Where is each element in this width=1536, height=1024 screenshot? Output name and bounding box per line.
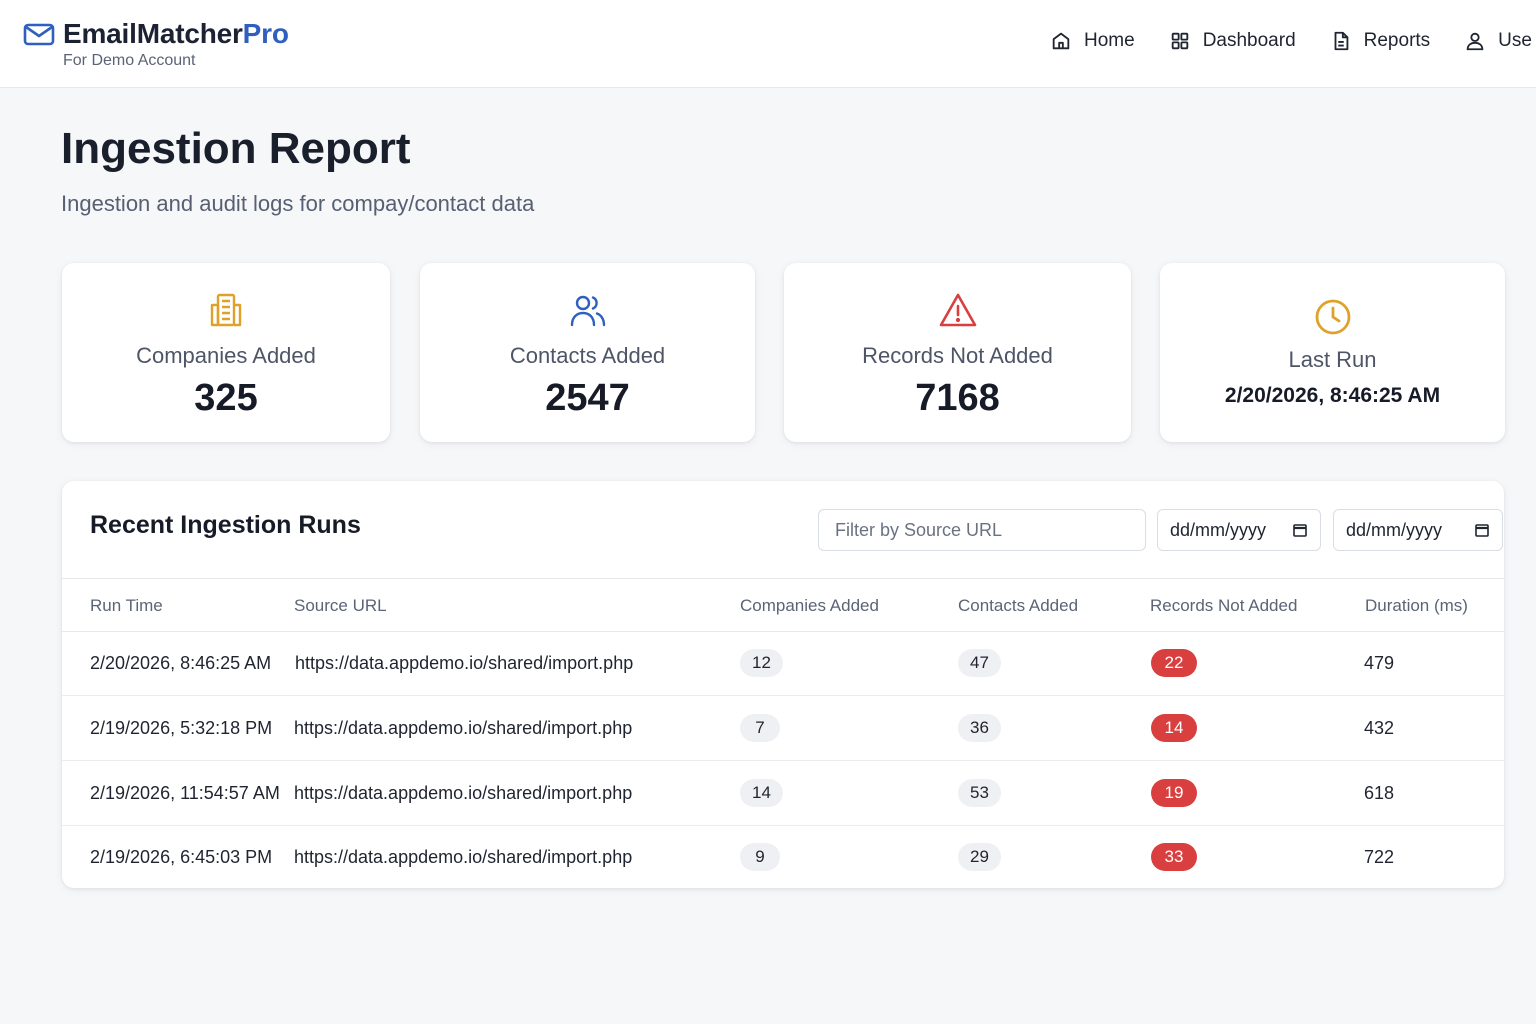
contacts-added-badge: 47 [958,649,1001,677]
source-url-cell: https://data.appdemo.io/shared/import.ph… [294,783,633,803]
column-header-run-time[interactable]: Run Time [90,596,163,615]
stat-card-last-run: Last Run 2/20/2026, 8:46:25 AM [1160,263,1505,442]
page-title: Ingestion Report [61,124,411,173]
contacts-added-badge: 36 [958,714,1001,742]
grid-icon [1171,32,1188,50]
run-time-cell: 2/20/2026, 8:46:25 AM [90,653,272,673]
date-to-value: dd/mm/yyyy [1346,519,1443,540]
nav-label-reports: Reports [1363,30,1431,51]
table-header: Run Time Source URL Companies Added Cont… [62,578,1504,632]
users-icon [570,295,605,327]
date-to-input[interactable]: dd/mm/yyyy [1333,509,1503,551]
date-from-value: dd/mm/yyyy [1170,519,1267,540]
run-time-cell: 2/19/2026, 6:45:03 PM [90,847,273,867]
brand-name: EmailMatcherPro [63,18,289,49]
duration-cell: 479 [1364,653,1395,673]
home-icon [1052,32,1070,50]
records-not-added-badge: 22 [1151,649,1197,677]
table-row[interactable]: 2/20/2026, 8:46:25 AM https://data.appde… [62,632,1504,696]
duration-cell: 432 [1364,718,1395,738]
column-header-companies-added[interactable]: Companies Added [740,596,879,615]
column-header-source-url[interactable]: Source URL [294,596,387,615]
clock-icon [1315,299,1350,335]
panel-title: Recent Ingestion Runs [90,511,361,539]
nav-label-dashboard: Dashboard [1202,30,1296,51]
main-nav: Home Dashboard Reports Use [1050,30,1536,52]
run-time-cell: 2/19/2026, 11:54:57 AM [90,783,280,803]
stat-card-contacts: Contacts Added 2547 [420,263,755,442]
column-header-contacts-added[interactable]: Contacts Added [958,596,1079,615]
companies-added-badge: 12 [740,649,783,677]
contacts-added-badge: 53 [958,779,1001,807]
building-icon [210,293,242,327]
source-url-filter-placeholder: Filter by Source URL [835,519,1003,540]
nav-item-reports[interactable]: Reports [1330,30,1431,52]
duration-cell: 722 [1364,847,1395,867]
companies-added-badge: 14 [740,779,783,807]
page-subtitle: Ingestion and audit logs for compay/cont… [61,191,535,216]
stat-label-last-run: Last Run [1288,347,1377,372]
source-url-cell: https://data.appdemo.io/shared/import.ph… [294,847,633,867]
stat-label-records-not-added: Records Not Added [862,343,1053,368]
nav-item-dashboard[interactable]: Dashboard [1169,30,1296,52]
records-not-added-badge: 33 [1151,843,1197,871]
nav-item-user[interactable]: Use [1464,30,1532,52]
stat-card-companies: Companies Added 325 [62,263,390,442]
brand[interactable]: EmailMatcherPro For Demo Account [23,18,289,70]
nav-label-user: Use [1498,30,1532,51]
recent-ingestion-runs-panel: Recent Ingestion Runs Filter by Source U… [62,481,1504,888]
records-not-added-badge: 14 [1151,714,1197,742]
nav-label-home: Home [1084,30,1135,51]
records-not-added-badge: 19 [1151,779,1197,807]
source-url-cell: https://data.appdemo.io/shared/import.ph… [295,653,634,673]
top-navigation-bar: EmailMatcherPro For Demo Account Home Da… [0,0,1536,88]
duration-cell: 618 [1364,783,1395,803]
calendar-icon[interactable] [1474,522,1490,538]
table-row[interactable]: 2/19/2026, 11:54:57 AM https://data.appd… [62,762,1504,826]
warning-icon [939,293,976,327]
table-row[interactable]: 2/19/2026, 6:45:03 PM https://data.appde… [62,826,1504,888]
brand-subtitle: For Demo Account [63,52,196,69]
stat-value-companies: 325 [194,377,258,419]
nav-item-home[interactable]: Home [1050,30,1135,52]
mail-icon [23,23,55,46]
companies-added-badge: 9 [740,843,780,871]
source-url-cell: https://data.appdemo.io/shared/import.ph… [294,718,633,738]
calendar-icon[interactable] [1292,522,1308,538]
contacts-added-badge: 29 [958,843,1001,871]
companies-added-badge: 7 [740,714,780,742]
column-header-duration[interactable]: Duration (ms) [1365,596,1468,615]
stat-card-records-not-added: Records Not Added 7168 [784,263,1131,442]
document-icon [1334,31,1348,51]
stat-value-records-not-added: 7168 [915,377,1000,419]
run-time-cell: 2/19/2026, 5:32:18 PM [90,718,273,738]
date-from-input[interactable]: dd/mm/yyyy [1157,509,1321,551]
stat-value-last-run: 2/20/2026, 8:46:25 AM [1224,384,1441,407]
column-header-records-not-added[interactable]: Records Not Added [1150,596,1298,615]
stat-label-contacts: Contacts Added [509,343,666,368]
table-row[interactable]: 2/19/2026, 5:32:18 PM https://data.appde… [62,697,1504,761]
source-url-filter-input[interactable]: Filter by Source URL [818,509,1146,551]
stat-value-contacts: 2547 [545,377,630,419]
user-icon [1466,32,1484,51]
stat-label-companies: Companies Added [136,343,316,368]
